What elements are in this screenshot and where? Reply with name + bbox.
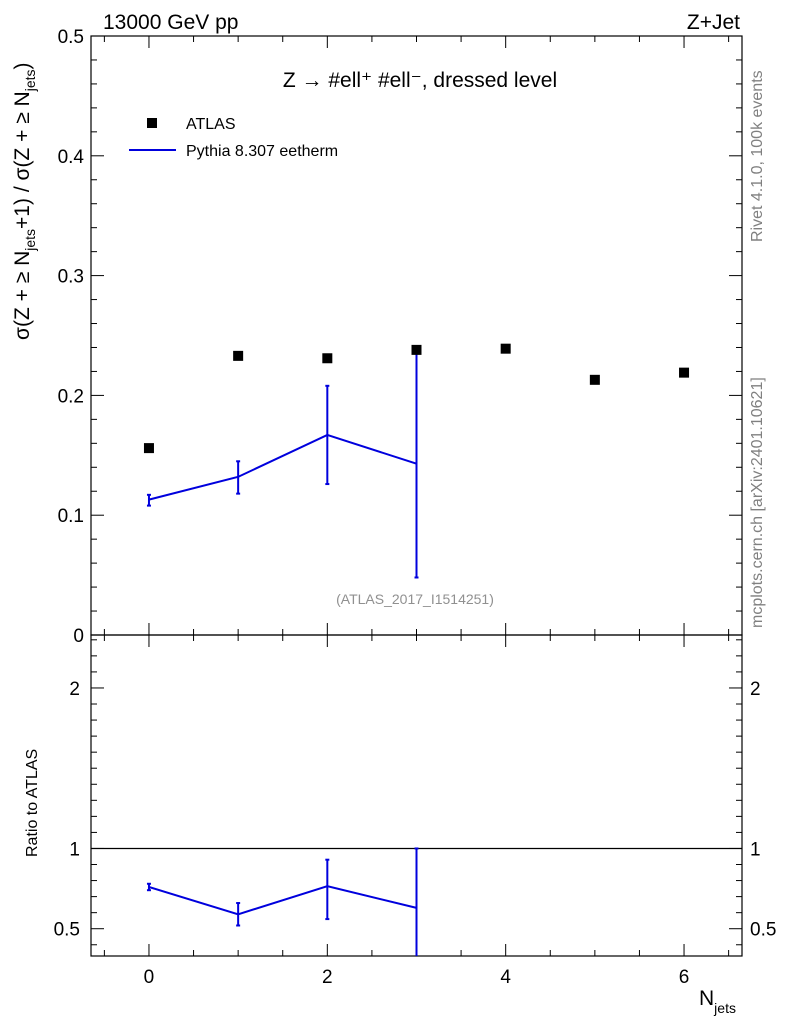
- x-tick-label: 2: [322, 967, 333, 988]
- header-process-label: Z+Jet: [687, 11, 740, 34]
- x-tick-label: 0: [144, 967, 155, 988]
- atlas-point: [589, 374, 600, 385]
- x-axis-label: Njets: [699, 987, 736, 1016]
- ratio-y-tick-label: 1: [69, 839, 80, 860]
- y-tick-label: 0.3: [58, 267, 84, 288]
- pythia-line: [148, 433, 417, 501]
- ylabel-sub-2: jets: [22, 69, 38, 92]
- atlas-point: [679, 367, 690, 378]
- x-tick-label: 6: [679, 967, 690, 988]
- ratio-y-tick-label-right: 2: [750, 679, 761, 700]
- legend: ATLAS Pythia 8.307 eetherm: [129, 116, 338, 160]
- atlas-point: [322, 353, 333, 364]
- legend-pythia-label: Pythia 8.307 eetherm: [186, 143, 338, 160]
- main-y-axis-label: σ(Z + ≥ Njets+1) / σ(Z + ≥ Njets): [11, 62, 38, 340]
- ratio-x-axis: 0 2 4 6: [103, 635, 730, 988]
- main-x-axis: [103, 36, 730, 635]
- header-energy-label: 13000 GeV pp: [103, 11, 238, 34]
- ratio-y-axis-label: Ratio to ATLAS: [24, 749, 41, 857]
- x-tick-label: 4: [500, 967, 511, 988]
- ylabel-part-2: +1) / σ(Z + ≥ N: [11, 91, 34, 229]
- atlas-point: [233, 350, 244, 361]
- ratio-series: [146, 847, 419, 956]
- ylabel-part-3: ): [11, 62, 34, 69]
- y-tick-label: 0.5: [58, 27, 84, 48]
- ratio-y-tick-label: 2: [69, 679, 80, 700]
- y-tick-label: 0.4: [58, 147, 85, 168]
- ratio-line: [148, 885, 417, 916]
- main-panel: 0 0.1 0.2 0.3 0.4 0.5: [58, 27, 743, 647]
- y-tick-label: 0.2: [58, 386, 84, 407]
- atlas-point: [500, 343, 511, 354]
- legend-atlas-label: ATLAS: [186, 116, 236, 133]
- atlas-point: [411, 344, 422, 355]
- analysis-tag: (ATLAS_2017_I1514251): [336, 591, 494, 607]
- ratio-y-tick-label: 0.5: [54, 920, 80, 941]
- ylabel-sub-1: jets: [22, 229, 38, 252]
- legend-atlas-marker: [147, 118, 157, 128]
- ratio-panel: 0.5 0.5 1 1 2 2 0 2 4 6: [54, 634, 776, 988]
- y-tick-label: 0: [73, 626, 84, 647]
- ratio-y-axis: 0.5 0.5 1 1 2 2: [54, 639, 776, 946]
- ratio-y-tick-label-right: 0.5: [750, 920, 776, 941]
- y-tick-label: 0.1: [58, 506, 84, 527]
- main-series: [143, 343, 690, 579]
- mcplots-label: mcplots.cern.ch [arXiv:2401.10621]: [749, 377, 766, 628]
- xlabel-sub: jets: [713, 1000, 736, 1016]
- atlas-point: [143, 443, 154, 454]
- main-y-axis: 0 0.1 0.2 0.3 0.4 0.5: [58, 27, 742, 647]
- chart-title: Z → #ell⁺ #ell⁻, dressed level: [283, 69, 557, 92]
- rivet-version-label: Rivet 4.1.0, 100k events: [749, 70, 766, 242]
- xlabel-main: N: [699, 987, 714, 1010]
- ratio-y-tick-label-right: 1: [750, 839, 761, 860]
- ylabel-part-1: σ(Z + ≥ N: [11, 251, 34, 340]
